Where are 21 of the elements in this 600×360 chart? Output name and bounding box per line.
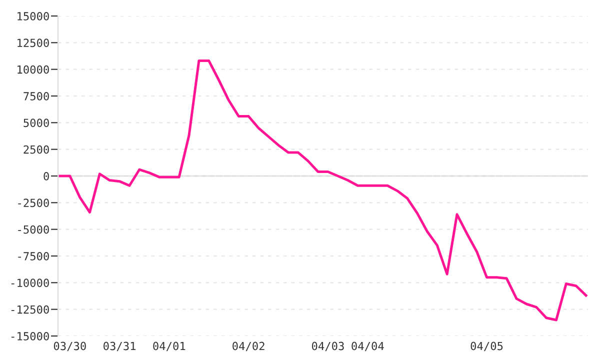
y-tick-label: 15000: [18, 12, 49, 20]
y-tick-label: -5000: [18, 225, 49, 234]
x-tick-label: 04/03: [312, 342, 344, 352]
y-tick-label: 10000: [18, 65, 49, 74]
y-tick-label: -15000: [11, 332, 49, 340]
x-tick-label: 04/05: [470, 342, 503, 352]
x-tick-label: 03/31: [104, 342, 136, 352]
y-tick-label: 7500: [24, 92, 49, 100]
y-tick-label: 2500: [24, 145, 49, 154]
y-tick-label: 12500: [18, 38, 49, 48]
line-series: [58, 60, 588, 322]
y-tick-label: 0: [44, 172, 49, 180]
y-tick-label: -10000: [11, 278, 49, 288]
y-tick-label: -2500: [18, 198, 49, 208]
x-tick-label: 04/02: [232, 342, 264, 352]
y-tick-label: -7500: [18, 252, 49, 260]
x-tick-label: 03/30: [54, 342, 86, 352]
x-tick-label: 04/04: [352, 342, 384, 352]
x-tick-label: 04/01: [153, 342, 186, 352]
y-tick-label: 5000: [24, 118, 49, 128]
y-tick-label: -12500: [11, 305, 49, 314]
